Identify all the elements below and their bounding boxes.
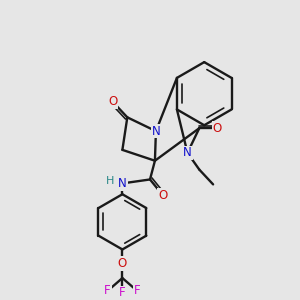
Text: O: O [212,122,222,135]
Text: F: F [134,284,140,297]
Text: N: N [118,177,127,190]
Text: N: N [152,124,160,138]
Text: N: N [183,146,192,159]
Text: F: F [119,286,126,299]
Text: O: O [108,95,117,108]
Text: O: O [118,257,127,270]
Text: F: F [104,284,111,297]
Text: H: H [106,176,115,186]
Text: O: O [158,189,167,202]
